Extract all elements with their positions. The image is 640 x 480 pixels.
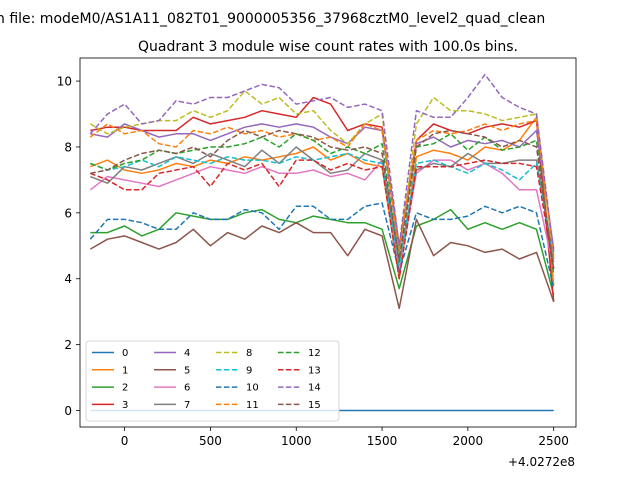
plot-area [89, 73, 555, 412]
y-tick-label: 8 [64, 140, 72, 154]
y-tick-label: 0 [64, 404, 72, 418]
legend-label-3: 3 [122, 400, 128, 411]
legend-label-6: 6 [184, 383, 190, 394]
series-15-line [90, 129, 555, 270]
series-7-line [90, 146, 555, 264]
legend-label-14: 14 [308, 383, 321, 394]
series-13-line [90, 159, 555, 280]
series-5-line [89, 218, 555, 310]
legend-label-11: 11 [246, 400, 259, 411]
y-tick-label: 2 [64, 338, 72, 352]
y-tick-label: 4 [64, 272, 72, 286]
legend-label-1: 1 [122, 365, 128, 376]
series-14-line [89, 73, 555, 253]
x-tick-label: 0 [121, 434, 129, 448]
series-11-line [89, 119, 555, 256]
series-3-line [90, 96, 555, 302]
series-2-line [90, 208, 555, 296]
legend-label-2: 2 [122, 383, 128, 394]
x-tick-label: 500 [199, 434, 222, 448]
axes-frame [79, 57, 577, 428]
series-9-line [90, 152, 555, 267]
x-tick-label: 1000 [281, 434, 312, 448]
legend-label-8: 8 [246, 348, 252, 359]
legend-label-4: 4 [184, 348, 190, 359]
series-10-line [89, 202, 555, 289]
legend-label-5: 5 [184, 365, 190, 376]
series-6-line [89, 159, 555, 273]
x-offset-text: +4.0272e8 [508, 455, 575, 469]
legend-label-0: 0 [122, 348, 128, 359]
legend-label-15: 15 [308, 400, 321, 411]
x-tick-label: 2000 [453, 434, 484, 448]
legend-label-12: 12 [308, 348, 321, 359]
legend-label-7: 7 [184, 400, 190, 411]
y-tick-label: 10 [57, 75, 72, 89]
legend-label-9: 9 [246, 365, 252, 376]
x-tick-label: 2500 [538, 434, 569, 448]
chart-title: Quadrant 3 module wise count rates with … [138, 39, 518, 55]
figure-suptitle: n file: modeM0/AS1A11_082T01_9000005356_… [0, 11, 545, 27]
y-tick-label: 6 [64, 206, 72, 220]
legend-label-10: 10 [246, 383, 259, 394]
legend-box [85, 340, 340, 422]
series-1-line [90, 116, 555, 286]
x-tick-label: 1500 [367, 434, 398, 448]
series-4-line [90, 123, 555, 254]
legend-label-13: 13 [308, 365, 321, 376]
series-8-line [89, 90, 555, 260]
